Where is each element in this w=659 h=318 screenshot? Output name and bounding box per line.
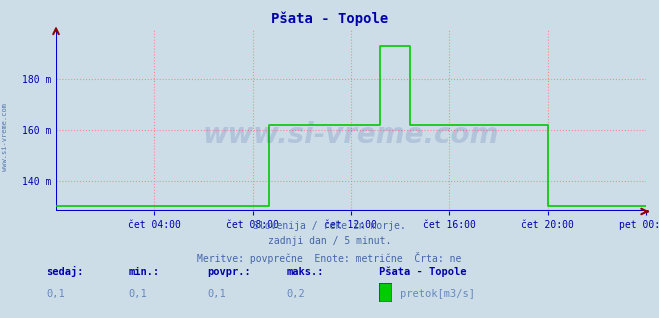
Text: 0,1: 0,1: [129, 289, 147, 299]
Text: 0,1: 0,1: [46, 289, 65, 299]
Text: Slovenija / reke in morje.: Slovenija / reke in morje.: [253, 221, 406, 231]
Text: sedaj:: sedaj:: [46, 266, 84, 277]
Text: Meritve: povprečne  Enote: metrične  Črta: ne: Meritve: povprečne Enote: metrične Črta:…: [197, 252, 462, 264]
Text: min.:: min.:: [129, 267, 159, 277]
Text: 0,2: 0,2: [287, 289, 305, 299]
Text: Pšata - Topole: Pšata - Topole: [379, 266, 467, 277]
Text: www.si-vreme.com: www.si-vreme.com: [203, 121, 499, 149]
Text: pretok[m3/s]: pretok[m3/s]: [400, 289, 475, 299]
Text: zadnji dan / 5 minut.: zadnji dan / 5 minut.: [268, 236, 391, 246]
Text: 0,1: 0,1: [208, 289, 226, 299]
Text: www.si-vreme.com: www.si-vreme.com: [2, 103, 9, 171]
Text: povpr.:: povpr.:: [208, 267, 251, 277]
Text: maks.:: maks.:: [287, 267, 324, 277]
Text: Pšata - Topole: Pšata - Topole: [271, 11, 388, 26]
